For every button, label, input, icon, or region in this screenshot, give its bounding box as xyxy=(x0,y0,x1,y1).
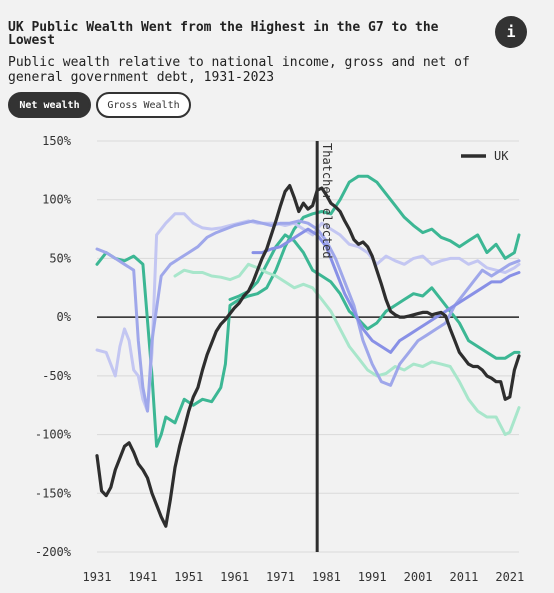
y-tick-label: 50% xyxy=(49,251,71,265)
gross-wealth-toggle[interactable]: Gross Wealth xyxy=(96,92,191,118)
legend-label-uk: UK xyxy=(494,149,509,163)
x-tick-label: 1981 xyxy=(312,570,341,584)
x-tick-label: 2011 xyxy=(450,570,479,584)
series-line[interactable] xyxy=(95,219,521,413)
info-icon[interactable]: i xyxy=(495,16,527,48)
x-tick-label: 2001 xyxy=(404,570,433,584)
y-tick-label: 0% xyxy=(57,310,72,324)
y-tick-label: -50% xyxy=(42,369,72,383)
x-tick-label: 1951 xyxy=(174,570,203,584)
x-tick-label: 1991 xyxy=(358,570,387,584)
chart-subtitle: Public wealth relative to national incom… xyxy=(8,55,470,85)
x-tick-label: 1941 xyxy=(128,570,157,584)
series-line-uk[interactable] xyxy=(95,184,521,528)
y-axis-ticks: 150% 100% 50% 0% -50% -100% -150% -200% xyxy=(35,134,72,559)
thatcher-annotation-label: Thatcher elected xyxy=(320,143,334,259)
x-tick-label: 1971 xyxy=(266,570,295,584)
series-line[interactable] xyxy=(251,227,521,354)
series-layer xyxy=(95,174,521,528)
legend: UK xyxy=(461,149,509,163)
x-axis-ticks: 1931 1941 1951 1961 1971 1981 1991 2001 2011 2021 xyxy=(83,570,525,584)
y-tick-label: 100% xyxy=(42,193,72,207)
x-tick-label: 1931 xyxy=(83,570,112,584)
chart-title: UK Public Wealth Went from the Highest i… xyxy=(8,20,439,48)
y-tick-label: -150% xyxy=(35,486,72,500)
series-line[interactable] xyxy=(95,174,521,448)
y-tick-label: -200% xyxy=(35,545,72,559)
x-tick-label: 1961 xyxy=(220,570,249,584)
series-line[interactable] xyxy=(228,233,521,360)
series-line[interactable] xyxy=(173,262,521,437)
y-tick-label: 150% xyxy=(42,134,72,148)
x-tick-label: 2021 xyxy=(495,570,524,584)
y-tick-label: -100% xyxy=(35,428,72,442)
net-wealth-toggle[interactable]: Net wealth xyxy=(8,92,91,118)
annotation-layer: Thatcher elected xyxy=(315,141,334,552)
